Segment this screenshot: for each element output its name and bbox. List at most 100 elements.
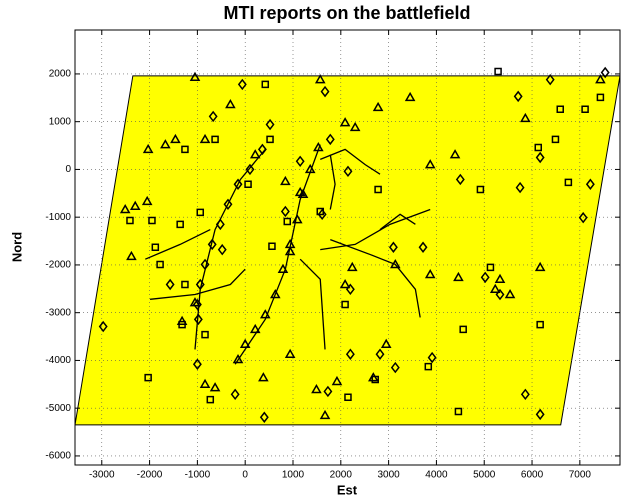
point-diamond xyxy=(545,73,555,86)
point-square xyxy=(476,185,485,194)
point-triangle xyxy=(346,261,358,272)
point-triangle xyxy=(494,273,506,284)
point-diamond xyxy=(200,258,210,271)
x-tick-label: 3000 xyxy=(377,470,400,481)
point-square xyxy=(371,375,379,384)
point-diamond xyxy=(513,90,523,103)
point-triangle xyxy=(142,143,154,154)
point-diamond xyxy=(257,143,267,156)
point-triangle xyxy=(225,98,236,109)
point-triangle xyxy=(129,200,141,210)
point-triangle xyxy=(270,289,281,299)
point-square xyxy=(486,263,495,272)
point-triangle xyxy=(280,175,291,186)
road xyxy=(320,148,381,175)
point-square xyxy=(268,242,276,251)
point-triangle xyxy=(311,384,322,394)
point-triangle xyxy=(176,315,188,326)
point-diamond xyxy=(280,205,290,218)
point-diamond xyxy=(455,173,465,186)
y-tick-label: 0 xyxy=(65,164,71,175)
point-triangle xyxy=(249,323,261,334)
y-tick-label: 1000 xyxy=(49,116,72,127)
point-triangle xyxy=(284,238,296,249)
point-square xyxy=(556,105,564,114)
y-axis-label: Nord xyxy=(9,232,24,262)
point-diamond xyxy=(388,241,398,253)
point-diamond xyxy=(195,278,205,291)
point-diamond xyxy=(98,320,108,333)
point-triangle xyxy=(284,246,296,256)
point-diamond xyxy=(295,155,305,168)
point-diamond xyxy=(495,288,505,301)
point-square xyxy=(454,407,463,416)
point-triangle xyxy=(424,159,436,169)
point-square xyxy=(144,373,152,382)
point-square xyxy=(534,143,542,152)
point-square xyxy=(196,208,205,217)
point-diamond xyxy=(207,238,217,251)
point-triangle xyxy=(284,348,296,358)
point-diamond xyxy=(223,198,233,211)
point-diamond xyxy=(343,165,353,178)
y-tick-label: -6000 xyxy=(45,451,71,462)
point-diamond xyxy=(192,298,202,311)
point-triangle xyxy=(380,338,392,348)
x-axis-label: Est xyxy=(337,482,358,497)
point-diamond xyxy=(265,118,275,131)
point-triangle xyxy=(504,289,516,299)
x-tick-label: 4000 xyxy=(425,470,448,481)
road xyxy=(330,239,421,318)
point-triangle xyxy=(199,378,211,389)
point-triangle xyxy=(170,133,181,144)
point-diamond xyxy=(578,211,588,224)
point-diamond xyxy=(259,411,269,423)
point-triangle xyxy=(141,195,153,206)
point-diamond xyxy=(245,163,255,176)
point-diamond xyxy=(325,133,335,146)
chart-title: MTI reports on the battlefield xyxy=(223,3,470,23)
point-diamond xyxy=(193,313,203,326)
point-triangle xyxy=(249,149,261,159)
point-diamond xyxy=(345,283,355,296)
point-diamond xyxy=(237,78,247,91)
point-square xyxy=(581,105,589,114)
point-square xyxy=(341,300,349,309)
point-square xyxy=(564,178,573,187)
point-square xyxy=(206,395,215,404)
point-diamond xyxy=(165,278,175,291)
point-square xyxy=(211,135,219,144)
y-tick-label: -3000 xyxy=(45,307,71,318)
point-square xyxy=(201,330,209,339)
point-triangle xyxy=(595,74,606,84)
point-triangle xyxy=(259,309,271,319)
point-triangle xyxy=(126,250,137,261)
point-square xyxy=(424,362,433,371)
point-triangle xyxy=(404,91,416,102)
point-diamond xyxy=(520,388,530,401)
point-diamond xyxy=(345,348,355,360)
road xyxy=(145,229,211,260)
point-diamond xyxy=(215,218,225,231)
point-square xyxy=(536,320,544,329)
point-square xyxy=(178,320,186,329)
road xyxy=(320,208,431,251)
point-triangle xyxy=(258,372,269,382)
point-square xyxy=(181,280,189,289)
point-diamond xyxy=(390,361,400,374)
point-square xyxy=(374,185,382,194)
point-triangle xyxy=(297,188,309,199)
point-diamond xyxy=(320,85,330,98)
point-triangle xyxy=(160,139,171,149)
point-diamond xyxy=(192,358,202,370)
x-tick-label: 6000 xyxy=(521,470,544,481)
point-triangle xyxy=(453,271,464,282)
point-triangle xyxy=(304,163,316,174)
point-triangle xyxy=(372,101,384,112)
point-diamond xyxy=(233,178,243,190)
x-tick-label: 7000 xyxy=(569,470,592,481)
point-square xyxy=(283,217,292,226)
y-tick-label: -5000 xyxy=(45,403,71,414)
x-tick-label: 0 xyxy=(242,470,248,481)
